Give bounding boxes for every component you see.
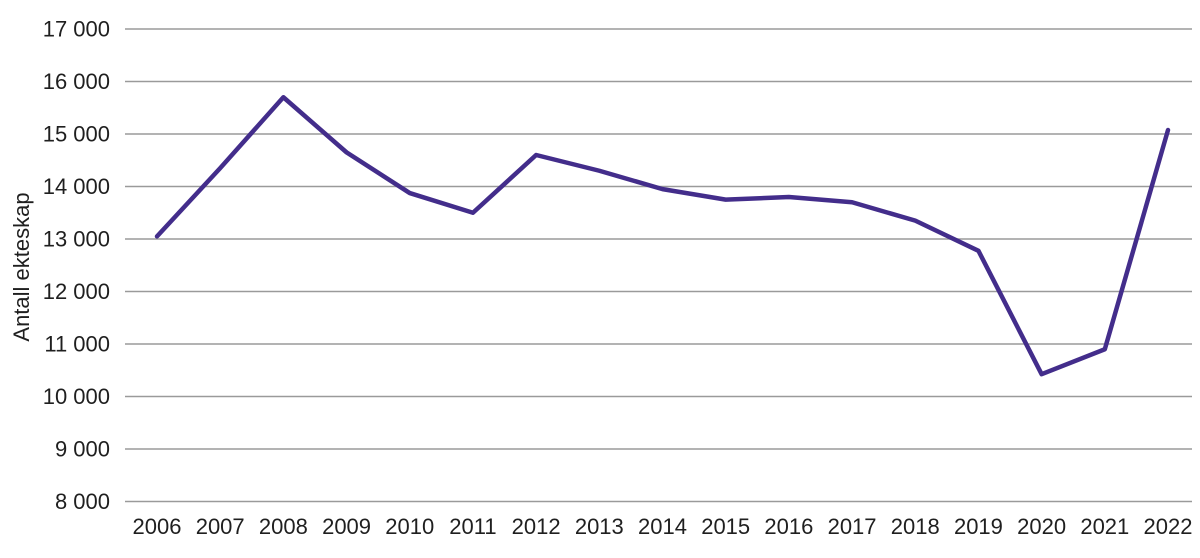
- x-tick-label: 2018: [891, 514, 940, 539]
- x-tick-label: 2012: [512, 514, 561, 539]
- x-tick-label: 2020: [1017, 514, 1066, 539]
- y-tick-label: 12 000: [43, 279, 110, 304]
- x-tick-label: 2015: [701, 514, 750, 539]
- y-tick-label: 17 000: [43, 17, 110, 42]
- y-tick-label: 14 000: [43, 174, 110, 199]
- x-tick-label: 2016: [764, 514, 813, 539]
- x-tick-label: 2006: [133, 514, 182, 539]
- x-tick-label: 2013: [575, 514, 624, 539]
- y-tick-label: 8 000: [55, 489, 110, 514]
- data-line-antall-ekteskap: [154, 95, 1171, 377]
- y-tick-label: 11 000: [44, 332, 110, 357]
- x-tick-label: 2019: [954, 514, 1003, 539]
- x-tick-label: 2014: [638, 514, 687, 539]
- x-tick-label: 2007: [196, 514, 245, 539]
- y-tick-label: 13 000: [43, 227, 110, 252]
- y-tick-label: 9 000: [55, 437, 110, 462]
- y-axis-title: Antall ekteskap: [9, 192, 34, 342]
- x-tick-label: 2017: [828, 514, 877, 539]
- y-tick-label: 15 000: [43, 122, 110, 147]
- x-tick-label: 2009: [322, 514, 371, 539]
- x-tick-label: 2021: [1080, 514, 1129, 539]
- y-tick-label: 16 000: [43, 69, 110, 94]
- x-tick-label: 2010: [385, 514, 434, 539]
- x-tick-label: 2011: [449, 514, 496, 539]
- y-tick-label: 10 000: [43, 384, 110, 409]
- x-tick-label: 2008: [259, 514, 308, 539]
- x-tick-label: 2022: [1144, 514, 1193, 539]
